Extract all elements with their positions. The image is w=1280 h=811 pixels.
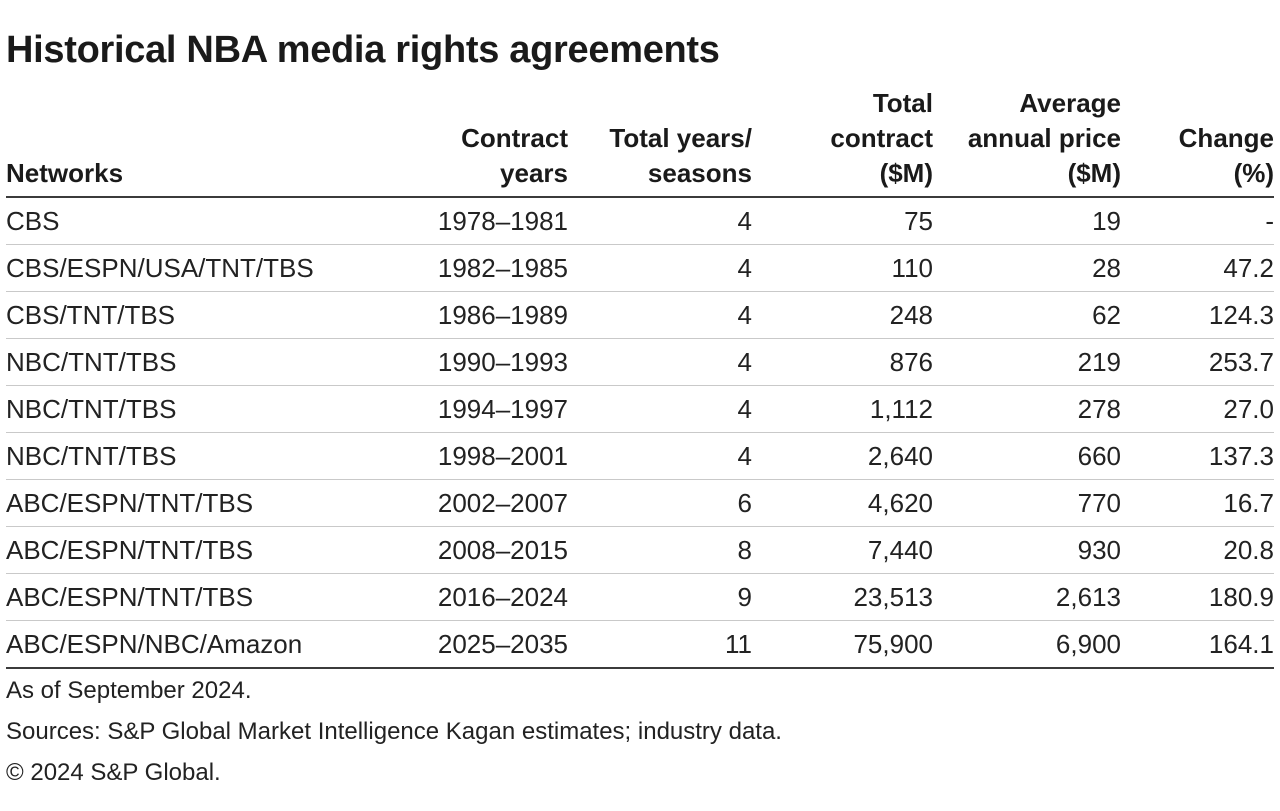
cell-total-contract: 4,620 — [752, 479, 933, 527]
table-row: CBS/ESPN/USA/TNT/TBS 1982–1985 4 110 28 … — [6, 244, 1274, 292]
cell-networks: ABC/ESPN/TNT/TBS — [6, 526, 418, 574]
cell-contract-years: 1982–1985 — [418, 244, 568, 292]
cell-total-contract: 23,513 — [752, 573, 933, 621]
cell-average-annual-price: 930 — [933, 526, 1121, 574]
cell-networks: NBC/TNT/TBS — [6, 432, 418, 480]
cell-change: 16.7 — [1121, 479, 1274, 527]
cell-contract-years: 2025–2035 — [418, 620, 568, 669]
cell-contract-years: 2002–2007 — [418, 479, 568, 527]
cell-average-annual-price: 19 — [933, 197, 1121, 245]
cell-contract-years: 2008–2015 — [418, 526, 568, 574]
cell-networks: CBS/ESPN/USA/TNT/TBS — [6, 244, 418, 292]
cell-average-annual-price: 278 — [933, 385, 1121, 433]
table-row: CBS 1978–1981 4 75 19 - — [6, 197, 1274, 245]
cell-change: 180.9 — [1121, 573, 1274, 621]
cell-change: - — [1121, 197, 1274, 245]
cell-total-contract: 110 — [752, 244, 933, 292]
table-body: CBS 1978–1981 4 75 19 - CBS/ESPN/USA/TNT… — [6, 197, 1274, 669]
page-title: Historical NBA media rights agreements — [6, 29, 720, 71]
table-row: ABC/ESPN/NBC/Amazon 2025–2035 11 75,900 … — [6, 620, 1274, 669]
table-row: NBC/TNT/TBS 1994–1997 4 1,112 278 27.0 — [6, 385, 1274, 433]
cell-total-contract: 75,900 — [752, 620, 933, 669]
table-header: Networks Contract years Total years/ sea… — [6, 86, 1274, 198]
table-row: NBC/TNT/TBS 1998–2001 4 2,640 660 137.3 — [6, 432, 1274, 480]
cell-total-years: 4 — [568, 385, 752, 433]
cell-networks: ABC/ESPN/TNT/TBS — [6, 479, 418, 527]
cell-average-annual-price: 219 — [933, 338, 1121, 386]
cell-change: 47.2 — [1121, 244, 1274, 292]
header-contract-years: Contract years — [418, 86, 568, 198]
cell-networks: NBC/TNT/TBS — [6, 385, 418, 433]
footnotes: As of September 2024. Sources: S&P Globa… — [6, 670, 782, 793]
cell-contract-years: 1994–1997 — [418, 385, 568, 433]
cell-total-contract: 7,440 — [752, 526, 933, 574]
cell-contract-years: 1978–1981 — [418, 197, 568, 245]
cell-average-annual-price: 62 — [933, 291, 1121, 339]
cell-networks: NBC/TNT/TBS — [6, 338, 418, 386]
header-average-annual-price: Average annual price ($M) — [933, 86, 1121, 198]
cell-change: 164.1 — [1121, 620, 1274, 669]
cell-average-annual-price: 770 — [933, 479, 1121, 527]
header-row: Networks Contract years Total years/ sea… — [6, 86, 1274, 198]
cell-total-years: 4 — [568, 197, 752, 245]
cell-change: 137.3 — [1121, 432, 1274, 480]
cell-contract-years: 2016–2024 — [418, 573, 568, 621]
sources-note: Sources: S&P Global Market Intelligence … — [6, 718, 782, 745]
header-change: Change (%) — [1121, 86, 1274, 198]
cell-average-annual-price: 6,900 — [933, 620, 1121, 669]
header-total-contract: Total contract ($M) — [752, 86, 933, 198]
cell-contract-years: 1998–2001 — [418, 432, 568, 480]
cell-change: 20.8 — [1121, 526, 1274, 574]
cell-contract-years: 1986–1989 — [418, 291, 568, 339]
cell-networks: ABC/ESPN/NBC/Amazon — [6, 620, 418, 669]
cell-change: 124.3 — [1121, 291, 1274, 339]
cell-total-years: 4 — [568, 432, 752, 480]
cell-total-contract: 75 — [752, 197, 933, 245]
cell-average-annual-price: 660 — [933, 432, 1121, 480]
cell-total-years: 4 — [568, 338, 752, 386]
cell-average-annual-price: 2,613 — [933, 573, 1121, 621]
table-row: ABC/ESPN/TNT/TBS 2016–2024 9 23,513 2,61… — [6, 573, 1274, 621]
cell-total-years: 4 — [568, 291, 752, 339]
table-row: ABC/ESPN/TNT/TBS 2002–2007 6 4,620 770 1… — [6, 479, 1274, 527]
table-row: CBS/TNT/TBS 1986–1989 4 248 62 124.3 — [6, 291, 1274, 339]
cell-total-years: 8 — [568, 526, 752, 574]
copyright-note: © 2024 S&P Global. — [6, 759, 221, 786]
header-networks: Networks — [6, 86, 418, 198]
cell-total-contract: 248 — [752, 291, 933, 339]
table-row: ABC/ESPN/TNT/TBS 2008–2015 8 7,440 930 2… — [6, 526, 1274, 574]
cell-total-contract: 876 — [752, 338, 933, 386]
table-row: NBC/TNT/TBS 1990–1993 4 876 219 253.7 — [6, 338, 1274, 386]
cell-networks: ABC/ESPN/TNT/TBS — [6, 573, 418, 621]
cell-total-years: 11 — [568, 620, 752, 669]
cell-average-annual-price: 28 — [933, 244, 1121, 292]
cell-total-contract: 2,640 — [752, 432, 933, 480]
cell-contract-years: 1990–1993 — [418, 338, 568, 386]
cell-change: 253.7 — [1121, 338, 1274, 386]
cell-networks: CBS — [6, 197, 418, 245]
cell-change: 27.0 — [1121, 385, 1274, 433]
as-of-note: As of September 2024. — [6, 677, 252, 704]
header-total-years-seasons: Total years/ seasons — [568, 86, 752, 198]
cell-total-years: 9 — [568, 573, 752, 621]
media-rights-table: Networks Contract years Total years/ sea… — [6, 86, 1274, 669]
cell-total-years: 4 — [568, 244, 752, 292]
cell-total-contract: 1,112 — [752, 385, 933, 433]
cell-total-years: 6 — [568, 479, 752, 527]
cell-networks: CBS/TNT/TBS — [6, 291, 418, 339]
